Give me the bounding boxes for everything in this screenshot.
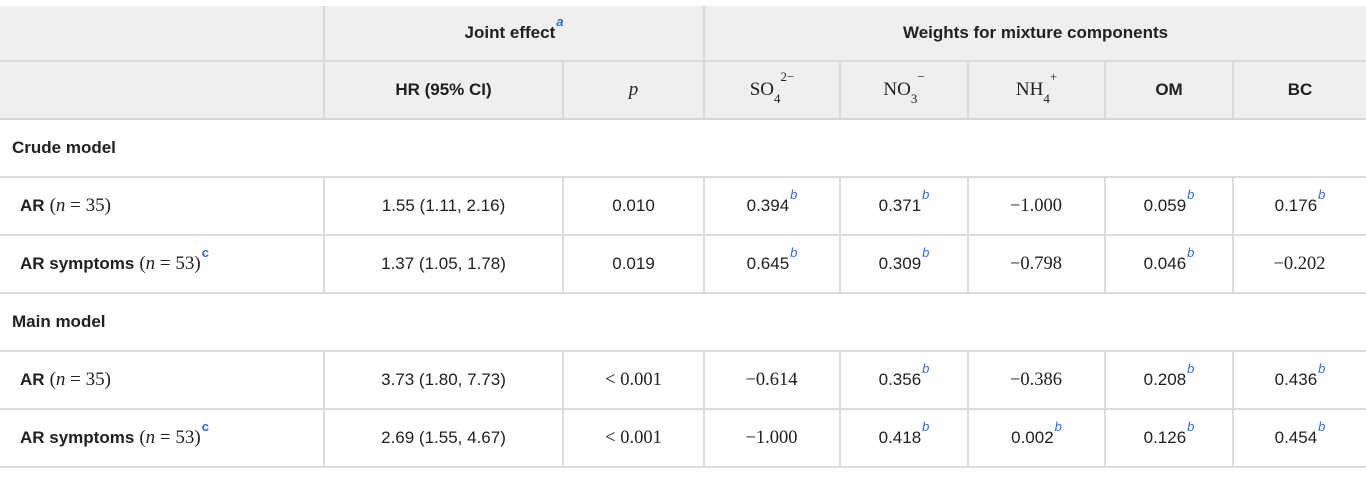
- row-label-math: (n = 35): [49, 195, 111, 216]
- so4-formula: SO42−: [749, 69, 795, 107]
- hr-ci-cell: 1.37 (1.05, 1.78): [323, 235, 563, 294]
- weight-cell-bc: 0.454b: [1232, 409, 1366, 468]
- footnote-b-link[interactable]: b: [1318, 186, 1326, 202]
- footnote-b-link[interactable]: b: [922, 418, 930, 434]
- row-label-text: AR: [20, 196, 45, 215]
- table-row-crude-ar-symptoms: AR symptoms (n = 53)c 1.37 (1.05, 1.78) 0…: [0, 235, 1366, 294]
- joint-effect-label: Joint effect: [464, 23, 556, 42]
- weight-cell-nh4: −0.798: [967, 235, 1106, 294]
- section-header-main-model: Main model: [0, 293, 1366, 352]
- footnote-b-link[interactable]: b: [1187, 244, 1195, 260]
- p-value-cell: < 0.001: [561, 409, 705, 468]
- footnote-b-link[interactable]: b: [922, 360, 930, 376]
- row-label: AR symptoms (n = 53)c: [0, 235, 324, 294]
- row-label-text: AR symptoms: [20, 428, 135, 447]
- section-title: Main model: [0, 293, 1366, 352]
- weight-cell-nh4: −1.000: [967, 177, 1106, 236]
- row-label-math: (n = 53): [139, 253, 201, 274]
- weight-cell-no3: 0.418b: [839, 409, 969, 468]
- table-row-main-ar: AR (n = 35) 3.73 (1.80, 7.73) < 0.001 −0.…: [0, 351, 1366, 410]
- weight-cell-nh4: −0.386: [967, 351, 1106, 410]
- footnote-b-link[interactable]: b: [1187, 418, 1195, 434]
- hr-ci-cell: 1.55 (1.11, 2.16): [323, 177, 563, 236]
- blank-header-cell: [0, 61, 324, 120]
- row-label-text: AR: [20, 370, 45, 389]
- column-header-om: OM: [1104, 61, 1234, 120]
- weight-cell-om: 0.208b: [1104, 351, 1234, 410]
- footnote-b-link[interactable]: b: [1318, 360, 1326, 376]
- section-header-crude-model: Crude model: [0, 119, 1366, 178]
- footnote-a-link[interactable]: a: [556, 13, 564, 29]
- footnote-b-link[interactable]: b: [790, 186, 798, 202]
- nh4-formula: NH4+: [1015, 69, 1058, 107]
- weight-cell-so4: 0.394b: [703, 177, 841, 236]
- column-header-so4: SO42−: [703, 61, 841, 120]
- corner-blank-cell: [0, 6, 324, 62]
- table-row-crude-ar: AR (n = 35) 1.55 (1.11, 2.16) 0.010 0.394…: [0, 177, 1366, 236]
- weight-cell-no3: 0.356b: [839, 351, 969, 410]
- column-header-hr-ci: HR (95% CI): [323, 61, 563, 120]
- row-label: AR symptoms (n = 53)c: [0, 409, 324, 468]
- column-header-row: HR (95% CI) p SO42− NO3− NH4+ OM BC: [0, 61, 1366, 120]
- footnote-b-link[interactable]: b: [922, 186, 930, 202]
- weight-cell-bc: 0.176b: [1232, 177, 1366, 236]
- footnote-b-link[interactable]: b: [790, 244, 798, 260]
- footnote-c-link[interactable]: c: [201, 244, 209, 260]
- weight-cell-no3: 0.371b: [839, 177, 969, 236]
- weight-cell-so4: 0.645b: [703, 235, 841, 294]
- results-table: Joint effecta Weights for mixture compon…: [0, 6, 1366, 468]
- column-header-no3: NO3−: [839, 61, 969, 120]
- footnote-b-link[interactable]: b: [1054, 418, 1062, 434]
- table-header: Joint effecta Weights for mixture compon…: [0, 6, 1366, 120]
- hr-ci-cell: 2.69 (1.55, 4.67): [323, 409, 563, 468]
- footnote-b-link[interactable]: b: [1187, 186, 1195, 202]
- weight-cell-bc: −0.202: [1232, 235, 1366, 294]
- weight-cell-om: 0.046b: [1104, 235, 1234, 294]
- column-header-p: p: [561, 61, 705, 120]
- weight-cell-so4: −1.000: [703, 409, 841, 468]
- row-label: AR (n = 35): [0, 351, 324, 410]
- row-label: AR (n = 35): [0, 177, 324, 236]
- weight-cell-no3: 0.309b: [839, 235, 969, 294]
- table-row-main-ar-symptoms: AR symptoms (n = 53)c 2.69 (1.55, 4.67) <…: [0, 409, 1366, 468]
- p-value-cell: < 0.001: [561, 351, 705, 410]
- section-title: Crude model: [0, 119, 1366, 178]
- p-value-cell: 0.019: [561, 235, 705, 294]
- row-label-math: (n = 35): [49, 369, 111, 390]
- p-italic-label: p: [628, 79, 639, 100]
- row-label-math: (n = 53): [139, 427, 201, 448]
- footnote-b-link[interactable]: b: [1318, 418, 1326, 434]
- table-body: Crude model AR (n = 35) 1.55 (1.11, 2.16)…: [0, 119, 1366, 468]
- group-header-weights: Weights for mixture components: [703, 6, 1366, 62]
- column-header-nh4: NH4+: [967, 61, 1106, 120]
- group-header-row: Joint effecta Weights for mixture compon…: [0, 6, 1366, 62]
- column-header-bc: BC: [1232, 61, 1366, 120]
- no3-formula: NO3−: [883, 69, 925, 107]
- weight-cell-om: 0.126b: [1104, 409, 1234, 468]
- p-value-cell: 0.010: [561, 177, 705, 236]
- hr-ci-cell: 3.73 (1.80, 7.73): [323, 351, 563, 410]
- results-table-container: Joint effecta Weights for mixture compon…: [0, 6, 1366, 468]
- footnote-b-link[interactable]: b: [1187, 360, 1195, 376]
- row-label-text: AR symptoms: [20, 254, 135, 273]
- weight-cell-om: 0.059b: [1104, 177, 1234, 236]
- weight-cell-nh4: 0.002b: [967, 409, 1106, 468]
- footnote-c-link[interactable]: c: [201, 418, 209, 434]
- footnote-b-link[interactable]: b: [922, 244, 930, 260]
- weight-cell-bc: 0.436b: [1232, 351, 1366, 410]
- weight-cell-so4: −0.614: [703, 351, 841, 410]
- group-header-joint-effect: Joint effecta: [322, 6, 705, 62]
